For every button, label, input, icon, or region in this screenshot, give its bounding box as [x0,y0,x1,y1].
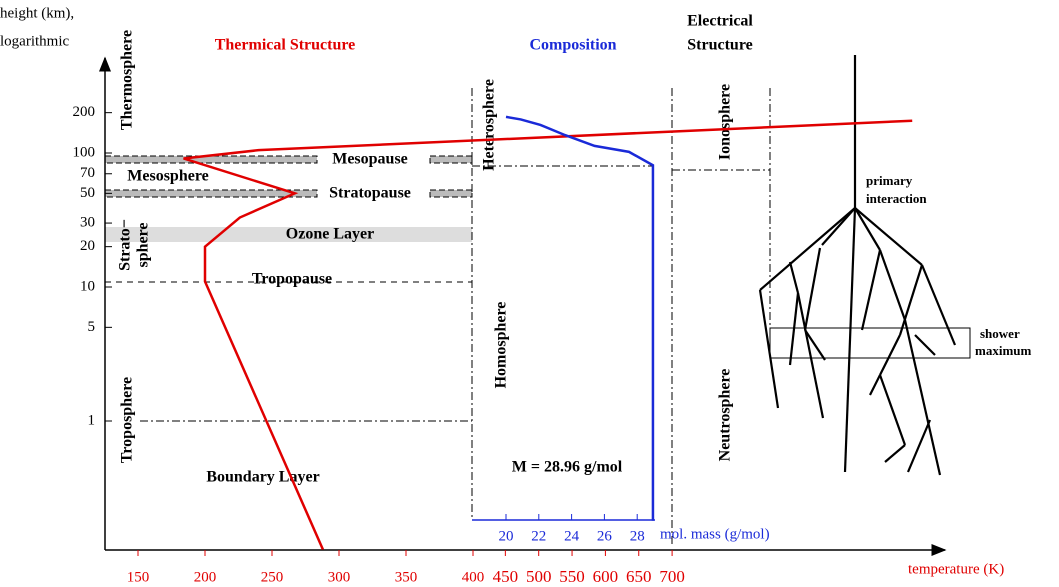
y-label: logarithmic [0,33,69,49]
x-tick-label: 400 [462,569,485,585]
x-tick-label: 200 [194,569,217,585]
layer-label: Strato− [117,219,134,271]
annotation: primary [866,173,913,188]
layer-label: Tropopause [252,271,332,288]
x-tick-label: 350 [395,569,418,585]
y-tick-label: 5 [88,319,96,335]
y-tick-label: 200 [73,104,96,120]
x-tick-label: 450 [493,567,519,586]
shower-max-box [770,328,970,358]
annotation: interaction [866,191,927,206]
y-tick-label: 1 [88,412,96,428]
annotation: maximum [975,343,1032,358]
layer-label: Homosphere [493,302,510,389]
x-tick-label: 250 [261,569,284,585]
mol-label: mol. mass (g/mol) [660,526,770,542]
layer-label: M = 28.96 g/mol [512,459,623,476]
layer-label: Thermosphere [119,30,136,130]
section-title: Thermical Structure [215,37,356,54]
mol-tick-label: 24 [564,528,580,544]
x-tick-label: 150 [127,569,150,585]
layer-label: sphere [135,222,152,267]
y-label: height (km), [0,5,74,21]
y-tick-label: 30 [80,215,95,231]
y-tick-label: 10 [80,278,95,294]
y-tick-label: 70 [80,165,95,181]
annotation: shower [980,326,1020,341]
mol-tick-label: 22 [531,528,546,544]
mol-tick-label: 26 [597,528,613,544]
layer-label: Mesosphere [127,168,208,185]
x-tick-label: 500 [526,567,552,586]
mol-tick-label: 20 [499,528,514,544]
diagram: height (km), logarithmic temperature (K)… [0,0,1059,587]
layer-label: Troposphere [119,377,136,463]
layer-label: Ozone Layer [286,226,374,243]
layer-label: Neutrosphere [717,369,734,462]
x-tick-label: 650 [626,567,652,586]
y-tick-label: 20 [80,238,95,254]
mol-tick-label: 28 [630,528,645,544]
x-label: temperature (K) [908,561,1004,577]
x-tick-label: 550 [559,567,585,586]
y-tick-label: 50 [80,185,95,201]
layer-label: Mesopause [332,151,408,168]
air-shower [760,55,955,475]
layer-label: Ionosphere [717,84,734,160]
section-title: Composition [529,37,616,54]
layer-label: Heterosphere [481,79,498,171]
x-tick-label: 600 [593,567,619,586]
y-tick-label: 100 [73,144,96,160]
layer-label: Boundary Layer [206,469,319,486]
x-tick-label: 700 [659,567,685,586]
x-tick-label: 300 [328,569,351,585]
section-title: Structure [687,37,752,54]
layer-label: Stratopause [329,185,411,202]
section-title: Electrical [687,13,753,30]
